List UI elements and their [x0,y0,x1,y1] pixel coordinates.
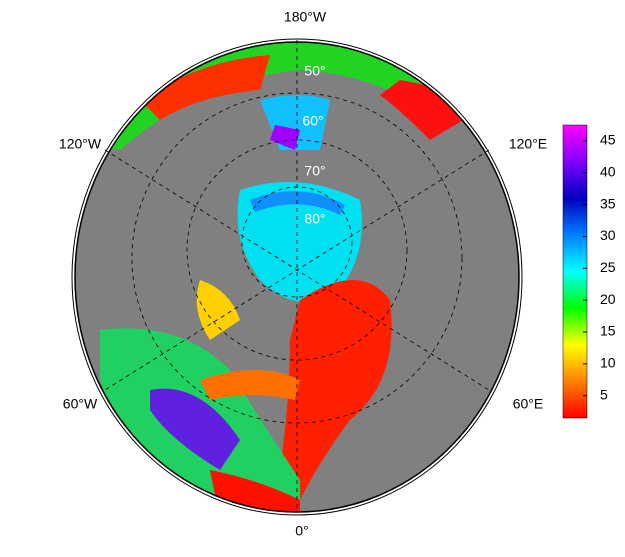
map-border [74,41,520,513]
lon-label: 180°W [284,9,327,25]
colorbar-tick-label: 30 [600,227,616,243]
labrador-purple [150,388,240,470]
colorbar-tick-label: 15 [600,323,616,339]
baffin-bay [196,280,240,340]
lon-label: 60°E [513,396,544,412]
colorbar-tick-label: 10 [600,355,616,371]
colorbar-tick-label: 35 [600,195,616,211]
pacific-warm [140,55,270,120]
lat-label: 50° [304,63,325,79]
graticule [104,40,490,512]
bering-purple [270,125,300,150]
colorbar-tick-label: 45 [600,132,616,148]
lon-label: 0° [295,523,308,539]
colorbar-tick-label: 20 [600,291,616,307]
colorbar-tick-label: 5 [600,386,608,402]
colorbar: 5 10 15 20 25 30 35 40 45 [562,124,616,419]
lat-circle [131,92,463,424]
lat-label: 70° [304,163,325,179]
meridian [104,149,490,391]
arctic-ocean [237,182,362,303]
colorbar-tick-label: 25 [600,259,616,275]
lon-label: 120°W [59,136,102,152]
lat-label: 80° [304,211,325,227]
colorbar-tick-label: 40 [600,163,616,179]
lat-label: 60° [302,113,323,129]
arctic-edge [250,191,345,215]
nordic-seas [280,280,392,500]
lat-circle [186,139,408,361]
map-border [71,38,523,516]
colorbar-body [562,124,588,419]
lon-label: 60°W [63,396,98,412]
irminger [200,370,300,400]
lon-label: 120°E [509,136,547,152]
